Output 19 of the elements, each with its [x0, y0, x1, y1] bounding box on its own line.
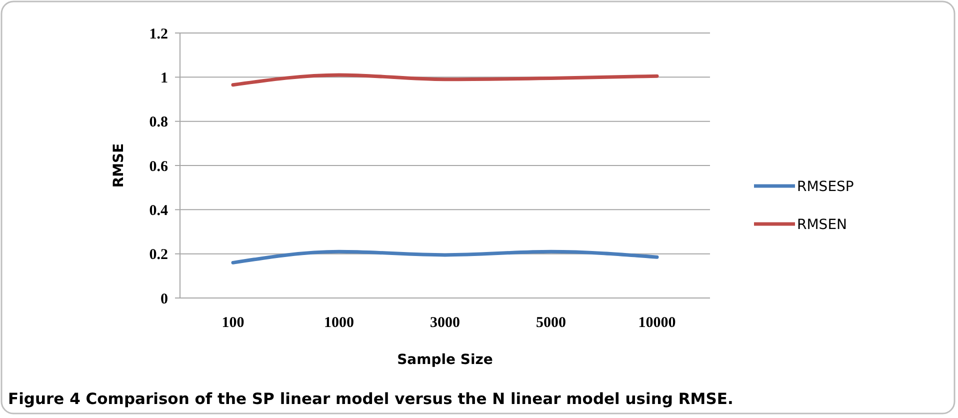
x-tick-label: 5000 [536, 315, 566, 331]
legend-label: RMSEN [797, 216, 848, 233]
y-tick-label: 0.4 [149, 202, 168, 219]
x-tick-label: 100 [222, 315, 244, 331]
y-tick-label: 0.2 [149, 247, 168, 264]
x-tick-label: 3000 [430, 315, 460, 331]
x-tick-label: 1000 [324, 315, 354, 331]
y-tick-label: 0.8 [149, 114, 168, 131]
y-axis-title: RMSE [111, 143, 127, 188]
y-tick-label: 0 [160, 291, 168, 308]
caption: Figure 4 Comparison of the SP linear model versus the N linear model using RMSE. [8, 390, 734, 408]
legend-label: RMSESP [797, 178, 854, 195]
y-tick-label: 1.2 [149, 26, 168, 42]
line-series [231, 73, 659, 87]
x-tick-label: 10000 [638, 315, 676, 331]
line-series [231, 250, 659, 264]
y-tick-label: 1 [160, 70, 168, 86]
y-tick-label: 0.6 [149, 158, 168, 175]
x-axis-title: Sample Size [397, 352, 493, 368]
